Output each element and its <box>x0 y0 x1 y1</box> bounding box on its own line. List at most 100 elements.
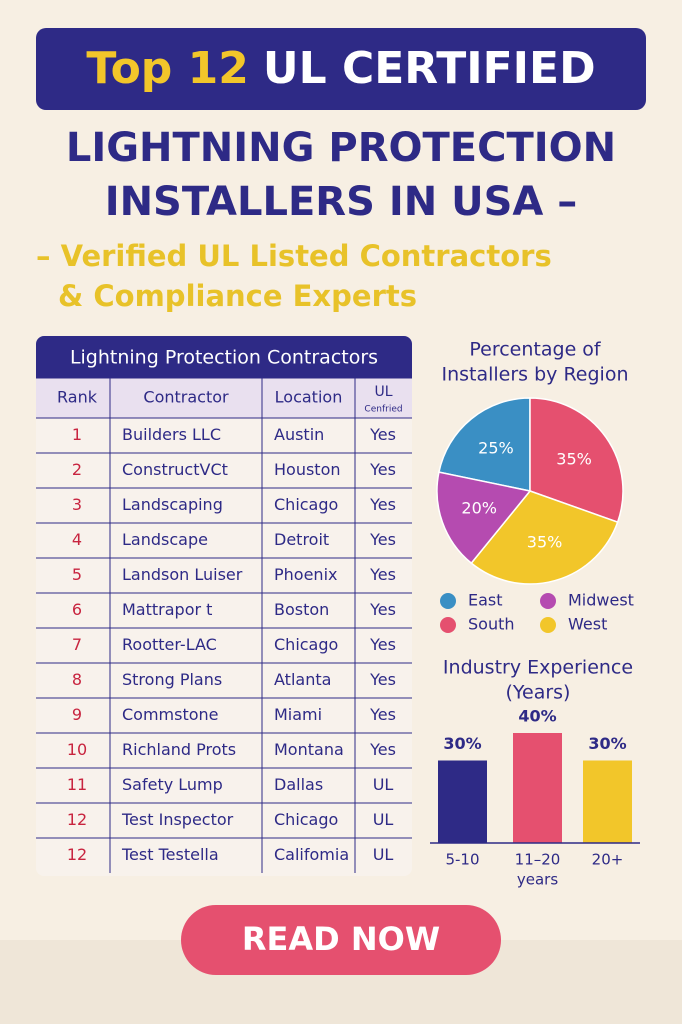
table-cell: 11 <box>67 775 87 794</box>
bar-label: 30% <box>588 734 626 753</box>
column-header: UL <box>374 384 392 400</box>
table-cell: Yes <box>369 460 396 479</box>
table-cell: Chicago <box>274 635 338 654</box>
table-cell: Yes <box>369 530 396 549</box>
read-now-button[interactable]: READ NOW <box>181 905 501 975</box>
table-cell: Test Testella <box>121 845 219 864</box>
legend-swatch <box>440 593 456 609</box>
pie-slice <box>436 471 532 565</box>
table-cell: Detroit <box>274 530 329 549</box>
table-bg <box>36 336 412 876</box>
table-cell: Yes <box>369 565 396 584</box>
table-cell: ConstructVCt <box>122 460 228 479</box>
table-cell: Yes <box>369 600 396 619</box>
chart-title: Installers by Region <box>441 364 628 386</box>
banner-highlight: Top 12 <box>86 43 248 94</box>
table-cell: Austin <box>274 425 324 444</box>
table-cell: UL <box>373 845 394 864</box>
table-cell: Landson Luiser <box>122 565 243 584</box>
bar <box>438 760 487 843</box>
table-cell: Yes <box>369 495 396 514</box>
subtitle-line: – Verified UL Listed Contractors <box>36 239 552 273</box>
banner-text: Top 12 UL CERTIFIED <box>86 43 595 94</box>
table-cell: Strong Plans <box>122 670 222 689</box>
table-cell: Test Inspector <box>121 810 234 829</box>
table-cell: 7 <box>72 635 82 654</box>
table-cell: Yes <box>369 740 396 759</box>
title-line: INSTALLERS IN USA – <box>105 179 578 225</box>
table-cell: 3 <box>72 495 82 514</box>
table-cell: Landscape <box>122 530 208 549</box>
title-line: LIGHTNING PROTECTION <box>66 125 616 171</box>
table-cell: Montana <box>274 740 344 759</box>
table-cell: 2 <box>72 460 82 479</box>
legend-label: South <box>468 615 515 634</box>
table-cell: Rootter-LAC <box>122 635 217 654</box>
table-cell: 9 <box>72 705 82 724</box>
pie-slice <box>529 397 624 524</box>
table-cell: Safety Lump <box>122 775 223 794</box>
x-tick-label: 11–20 <box>515 851 561 869</box>
column-header-bg <box>36 378 412 418</box>
column-note: Cenfried <box>364 405 402 415</box>
chart-title: Percentage of <box>469 339 602 361</box>
bar-label: 40% <box>518 707 556 726</box>
subtitle-line: & Compliance Experts <box>58 279 417 313</box>
table-cell: Phoenix <box>274 565 337 584</box>
banner <box>36 28 646 110</box>
legend-label: East <box>468 591 503 610</box>
table-cell: Boston <box>274 600 329 619</box>
table-cell: Richland Prots <box>122 740 236 759</box>
slice-label: 35% <box>527 532 563 551</box>
button-label[interactable]: READ NOW <box>242 920 440 958</box>
table-title-bg <box>36 336 412 378</box>
column-header: Contractor <box>143 388 229 407</box>
table-cell: Yes <box>369 670 396 689</box>
table-cell: Yes <box>369 425 396 444</box>
table-cell: 12 <box>67 845 87 864</box>
pie-slice <box>438 397 531 492</box>
table-cell: UL <box>373 810 394 829</box>
table-cell: Chicago <box>274 810 338 829</box>
column-header: Location <box>275 388 343 407</box>
bar <box>583 760 632 843</box>
slice-label: 35% <box>556 449 592 468</box>
table-cell: Landscaping <box>122 495 223 514</box>
bar-label: 30% <box>443 734 481 753</box>
table-cell: 6 <box>72 600 82 619</box>
table-cell: UL <box>373 775 394 794</box>
legend-swatch <box>540 593 556 609</box>
column-header: Rank <box>57 388 98 407</box>
table-cell: 1 <box>72 425 82 444</box>
chart-title: Industry Experience <box>443 657 633 679</box>
table-cell: Commstone <box>122 705 219 724</box>
chart-title: (Years) <box>506 682 571 704</box>
table-cell: Houston <box>274 460 341 479</box>
table-cell: 5 <box>72 565 82 584</box>
slice-label: 25% <box>478 439 514 458</box>
bar <box>513 733 562 843</box>
table-cell: Yes <box>369 635 396 654</box>
table-cell: Dallas <box>274 775 323 794</box>
table-cell: 12 <box>67 810 87 829</box>
banner-rest: UL CERTIFIED <box>263 43 596 94</box>
table-title: Lightning Protection Contractors <box>70 347 378 369</box>
legend-label: West <box>568 615 607 634</box>
x-tick-label: 20+ <box>592 851 624 869</box>
button-bg[interactable] <box>181 905 501 975</box>
table-cell: Chicago <box>274 495 338 514</box>
slice-label: 20% <box>461 499 497 518</box>
x-tick-label: 5-10 <box>445 851 479 869</box>
x-tick-label: years <box>517 871 558 889</box>
table-cell: 4 <box>72 530 82 549</box>
table-cell: Yes <box>369 705 396 724</box>
table-cell: Atlanta <box>274 670 331 689</box>
legend-swatch <box>440 617 456 633</box>
pie-slice <box>470 490 619 585</box>
table-cell: Miami <box>274 705 322 724</box>
table-cell: Califomia <box>274 845 349 864</box>
table-cell: Builders LLC <box>122 425 221 444</box>
legend-label: Midwest <box>568 591 634 610</box>
table-cell: Mattrapor t <box>122 600 212 619</box>
